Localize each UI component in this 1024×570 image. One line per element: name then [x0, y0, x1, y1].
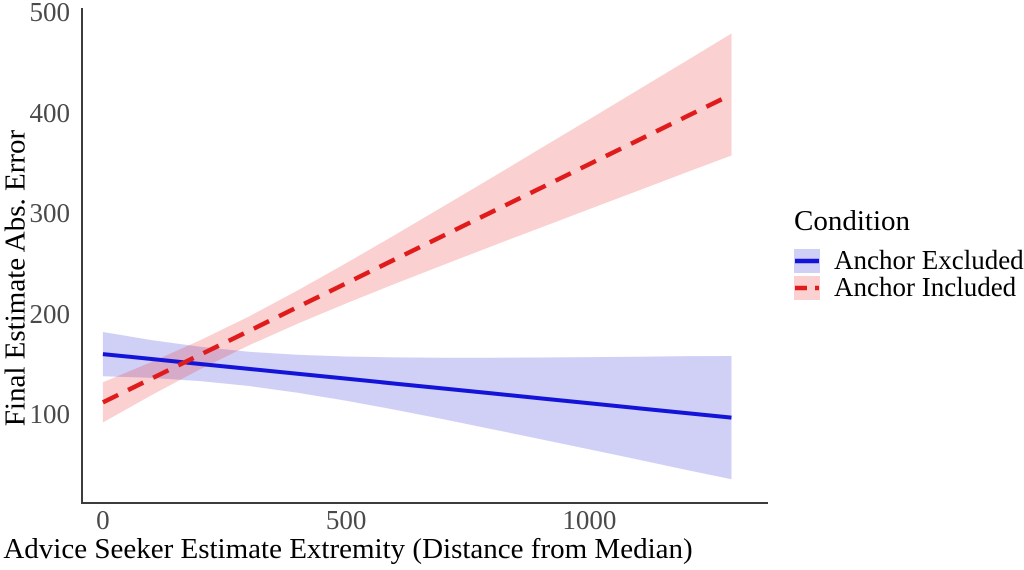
legend-label: Anchor Included — [834, 272, 1017, 302]
legend: Condition Anchor Excluded Anchor Include… — [794, 203, 1024, 301]
y-axis-tick-label: 400 — [29, 97, 71, 128]
y-axis-tick-label: 500 — [29, 0, 71, 28]
trend-line — [101, 92, 733, 405]
legend-key-dashed-line-icon — [794, 275, 820, 300]
y-axis-tick-label: 200 — [29, 298, 71, 329]
legend-entry-anchor-excluded: Anchor Excluded — [794, 247, 1024, 274]
legend-entry-anchor-included: Anchor Included — [794, 274, 1024, 301]
x-axis-title: Advice Seeker Estimate Extremity (Distan… — [3, 533, 693, 565]
legend-title: Condition — [794, 205, 911, 237]
legend-label: Anchor Excluded — [834, 245, 1024, 275]
x-axis-tick-label: 1000 — [562, 505, 617, 535]
legend-key-solid-line-icon — [794, 248, 820, 273]
x-axis-tick-label: 500 — [325, 505, 367, 535]
x-axis-tick-label: 0 — [96, 505, 110, 535]
y-axis-tick-label: 300 — [29, 198, 71, 229]
y-axis-tick-label: 100 — [29, 399, 71, 430]
y-axis-title: Final Estimate Abs. Error — [0, 129, 32, 427]
trend-line — [102, 352, 732, 420]
